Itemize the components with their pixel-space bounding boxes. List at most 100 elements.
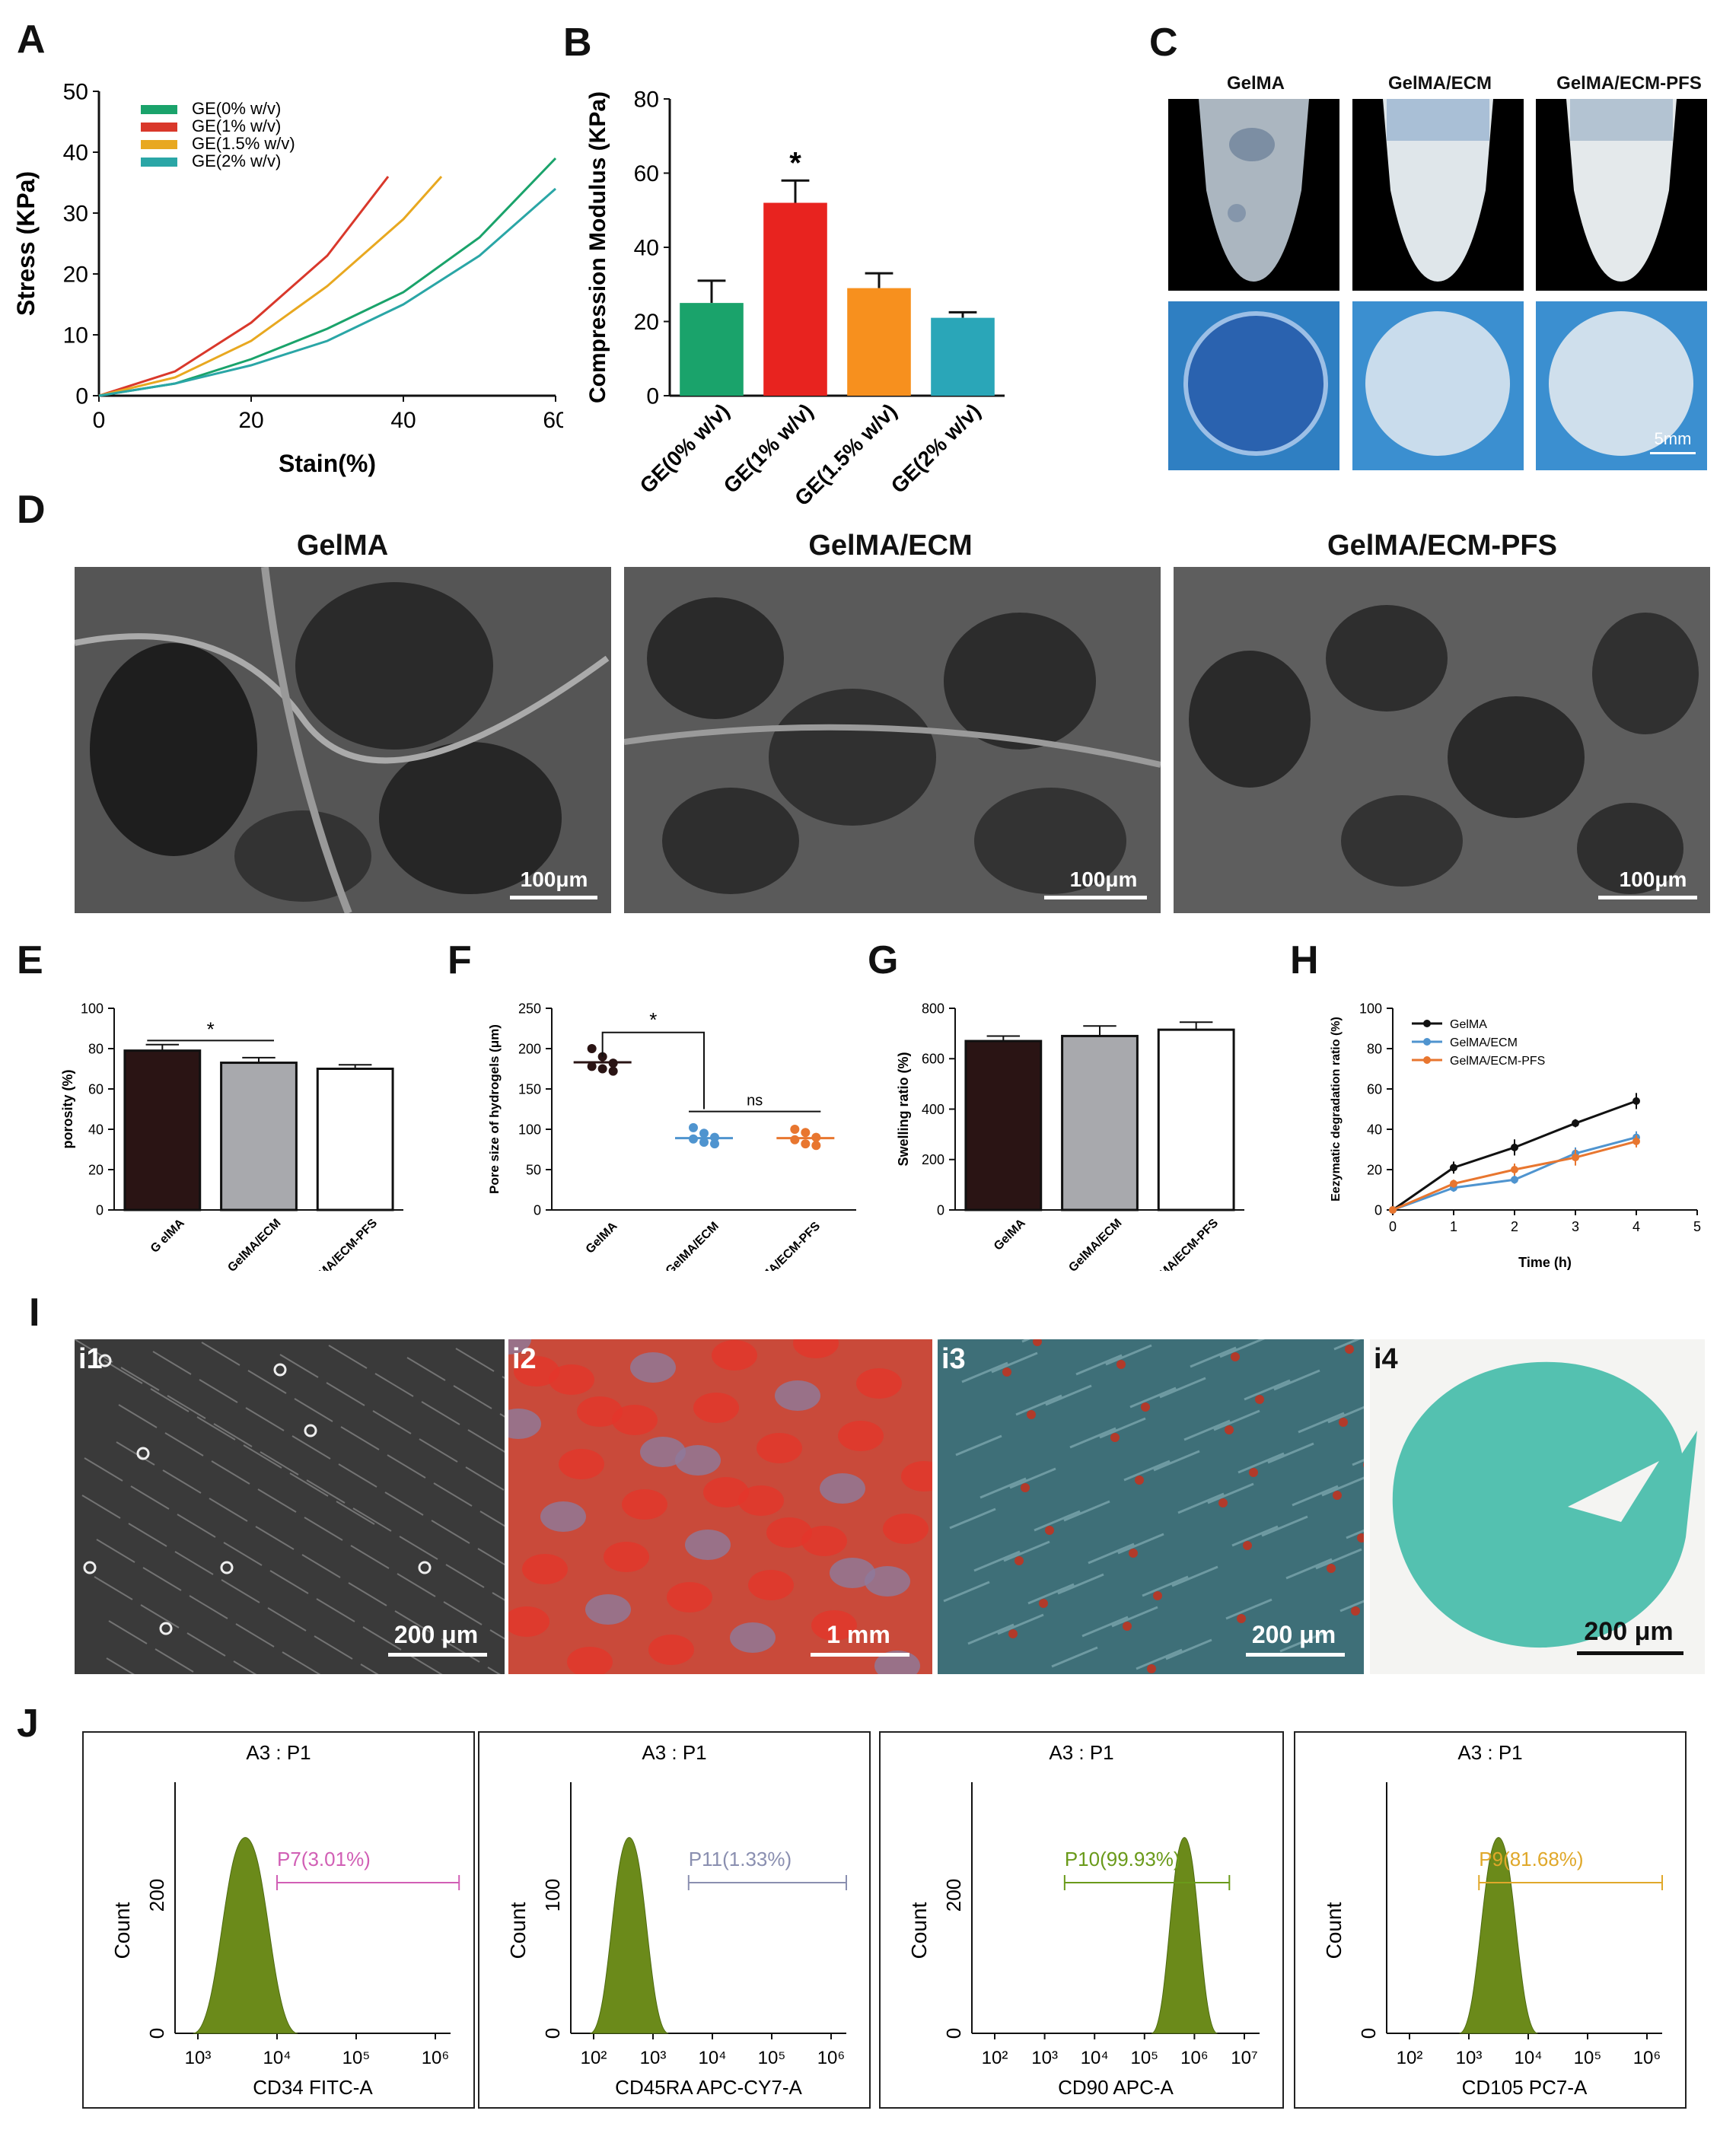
lipid-droplet <box>1218 1498 1228 1507</box>
data-point <box>699 1129 709 1138</box>
cell-streak <box>1015 1394 1062 1416</box>
chart-a-stress-strain: 0 10 20 30 40 50 Stress (KPa) 0 20 40 60 Stain(%) GE… <box>15 80 563 478</box>
cell-streak <box>360 1663 379 1674</box>
x-axis-label: Stain(%) <box>279 450 376 477</box>
bar-3 <box>931 317 995 396</box>
stain-blob <box>703 1477 749 1507</box>
round-cell <box>418 1561 432 1574</box>
cell-streak <box>1045 1384 1092 1406</box>
cell-streak <box>1057 1573 1104 1595</box>
stain-blob <box>883 1514 929 1544</box>
cell-streak <box>338 1463 377 1488</box>
data-point <box>790 1125 800 1134</box>
cell-streak <box>1292 1485 1339 1507</box>
x-tick-label: 10⁵ <box>758 2048 786 2068</box>
data-point <box>1450 1180 1457 1188</box>
cell-streak <box>174 1551 214 1575</box>
cell-streak <box>1159 1377 1206 1399</box>
label-i2: i2 <box>512 1343 537 1375</box>
micrograph-i2: i2 1 mm <box>508 1339 932 1674</box>
scalebar-i3 <box>1246 1653 1345 1657</box>
cell-streak <box>1279 1631 1327 1653</box>
cell-streak <box>387 1454 426 1479</box>
stain-blob <box>508 1409 541 1439</box>
cell-streak <box>150 1388 190 1412</box>
data-point <box>1572 1119 1579 1128</box>
cell-streak <box>1027 1583 1075 1605</box>
cell-streak <box>84 1457 123 1482</box>
y-tick-label: 0 <box>541 2028 564 2039</box>
y-tick-label: 80 <box>1367 1041 1382 1056</box>
label-i4: i4 <box>1374 1343 1398 1375</box>
sem-image-gelma: 100μm <box>75 567 611 913</box>
cell-streak <box>279 1354 319 1378</box>
cell-streak <box>479 1511 505 1527</box>
cell-streak <box>1231 1525 1279 1547</box>
scalebar-label-i4: 200 μm <box>1584 1617 1674 1646</box>
data-point <box>1632 1097 1640 1105</box>
cell-streak <box>384 1492 424 1516</box>
cell-streak <box>306 1479 346 1504</box>
cell-streak <box>979 1477 1027 1499</box>
round-cell <box>136 1447 150 1460</box>
label-i3: i3 <box>941 1343 966 1375</box>
cell-streak <box>142 1567 182 1591</box>
x-tick-label: 3 <box>1572 1219 1579 1234</box>
y-tick-label: 200 <box>942 1879 965 1912</box>
scalebar-d2 <box>1044 896 1147 899</box>
cell-streak <box>1327 1406 1364 1424</box>
y-tick-label: 0 <box>646 384 659 409</box>
cell-streak <box>441 1638 480 1663</box>
cell-streak <box>1009 1467 1056 1489</box>
lipid-droplet <box>1008 1629 1018 1638</box>
chart-f-pore-size: 0 50 100 150 200 250 Pore size of hydrogels (μ… <box>487 1001 856 1271</box>
y-tick-label: 10 <box>63 323 88 349</box>
data-point <box>1450 1164 1457 1172</box>
lipid-droplet <box>1231 1352 1240 1361</box>
lipid-droplet <box>1345 1345 1354 1354</box>
cell-streak <box>445 1564 485 1588</box>
cell-streak <box>269 1570 309 1594</box>
stain-blob <box>793 1339 839 1358</box>
x-category-label: GelMA/ECM-PFS <box>302 1217 380 1271</box>
cell-streak <box>465 1466 505 1491</box>
cell-streak <box>1261 1515 1308 1537</box>
stain-blob <box>640 1437 686 1467</box>
stain-blob <box>811 1610 857 1641</box>
cell-streak <box>348 1582 387 1606</box>
panel-letter-d: D <box>17 488 46 532</box>
stain-blob <box>508 1606 549 1637</box>
y-tick-label: 50 <box>526 1162 541 1177</box>
cell-streak <box>314 1635 353 1660</box>
chart-g-swelling: 0 200 400 600 800 Swelling ratio (%) GelMA GelM… <box>896 1001 1244 1271</box>
cell-streak <box>973 1550 1021 1572</box>
panel-letter-j: J <box>17 1702 39 1746</box>
x-tick-label: 10³ <box>1456 2048 1483 2068</box>
y-tick-label: 40 <box>1367 1122 1382 1137</box>
histogram <box>590 1837 669 2034</box>
photo-title-gelma: GelMA <box>1226 73 1285 94</box>
stain-blob <box>675 1445 721 1476</box>
lipid-droplet <box>1045 1526 1054 1535</box>
lipid-droplet <box>1002 1367 1011 1377</box>
stain-blob <box>901 1461 932 1492</box>
cell-streak <box>233 1660 257 1674</box>
y-tick-label: 400 <box>922 1102 944 1117</box>
round-cell <box>159 1622 173 1635</box>
y-tick-label: 100 <box>81 1001 104 1016</box>
data-point <box>699 1137 709 1147</box>
y-tick-label: 200 <box>145 1879 168 1912</box>
x-axis-label: Time (h) <box>1518 1255 1572 1270</box>
y-axis-label: Count <box>110 1902 134 1959</box>
cell-streak <box>340 1426 380 1450</box>
cell-streak <box>1171 1565 1218 1587</box>
cell-streak <box>1063 1500 1110 1522</box>
cell-streak <box>186 1632 226 1657</box>
cell-streak <box>221 1579 260 1603</box>
panel-letter-i: I <box>29 1291 40 1335</box>
cell-streak <box>294 1398 333 1422</box>
legend-marker-0 <box>1423 1020 1431 1027</box>
x-tick-label: 2 <box>1511 1219 1518 1234</box>
legend-swatch-0 <box>141 105 177 114</box>
cell-streak <box>140 1604 180 1628</box>
